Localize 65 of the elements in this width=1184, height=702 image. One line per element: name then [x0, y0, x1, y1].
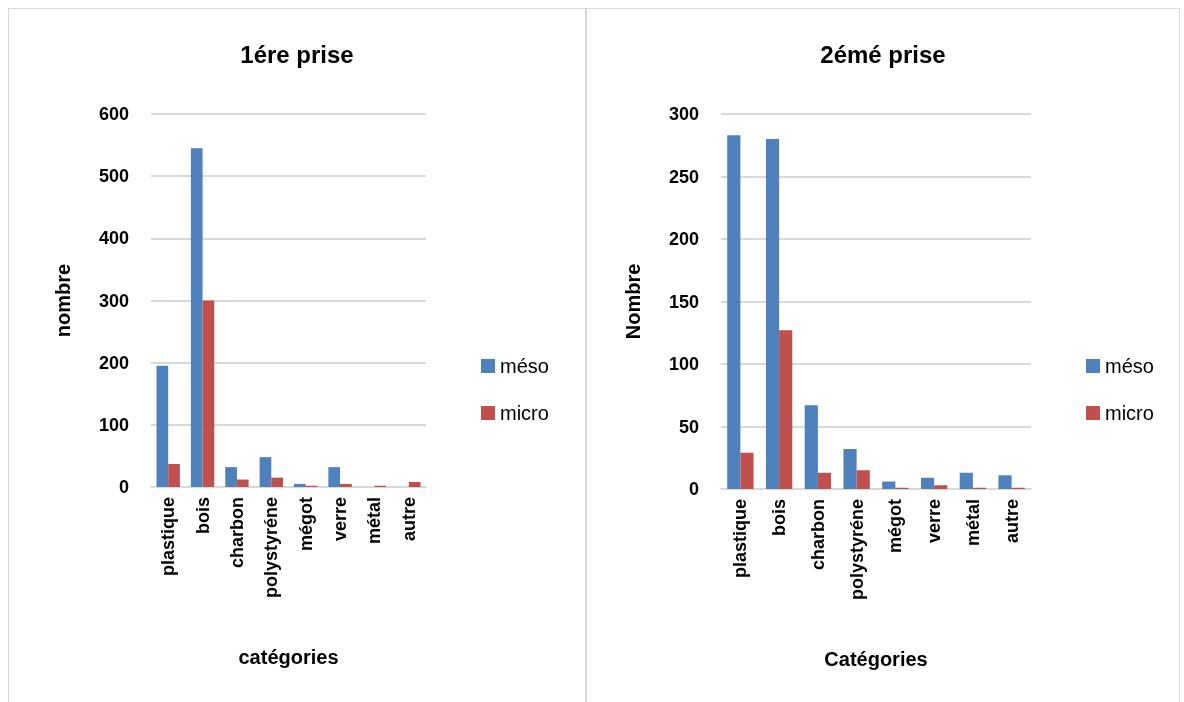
- bar: [998, 475, 1012, 489]
- bar: [156, 365, 169, 487]
- bar: [856, 470, 870, 489]
- legend-label: méso: [1105, 355, 1154, 377]
- x-tick-label: charbon: [226, 497, 247, 569]
- y-tick-label: 0: [688, 479, 699, 499]
- bar: [271, 477, 283, 487]
- x-axis-title: Catégories: [824, 648, 928, 670]
- x-tick-label: métal: [364, 497, 385, 545]
- x-tick-label: mégot: [295, 496, 316, 551]
- y-tick-label: 400: [98, 228, 129, 249]
- y-tick-label: 600: [98, 104, 129, 124]
- y-tick-label: 200: [98, 352, 129, 373]
- bar: [408, 482, 421, 487]
- bar: [727, 135, 741, 489]
- bar: [202, 300, 215, 487]
- bar: [843, 449, 857, 489]
- bar: [328, 467, 341, 487]
- bar: [959, 472, 973, 489]
- bar: [779, 330, 793, 489]
- chart-title: 1ére prise: [240, 40, 354, 68]
- legend-label: micro: [500, 402, 549, 424]
- bar: [934, 485, 948, 489]
- y-tick-label: 200: [668, 229, 699, 249]
- x-tick-label: bois: [192, 497, 213, 535]
- y-axis-title: nombre: [52, 263, 74, 338]
- bar: [817, 472, 832, 489]
- x-tick-label: verre: [924, 499, 945, 544]
- y-tick-label: 300: [98, 290, 129, 311]
- y-tick-label: 500: [98, 166, 129, 187]
- y-tick-label: 100: [668, 354, 699, 374]
- bar: [920, 477, 935, 489]
- x-tick-label: plastique: [158, 497, 179, 577]
- bar: [765, 139, 780, 489]
- y-tick-label: 300: [668, 104, 699, 124]
- x-tick-label: mégot: [885, 498, 906, 553]
- bar: [804, 405, 818, 489]
- legend-label: méso: [500, 355, 549, 377]
- bar: [882, 481, 896, 489]
- x-tick-label: autre: [398, 497, 419, 542]
- x-tick-label: charbon: [807, 499, 828, 571]
- chart-title: 2émé prise: [820, 40, 946, 68]
- x-tick-label: bois: [769, 499, 790, 537]
- bar: [168, 464, 180, 487]
- x-tick-label: plastique: [730, 499, 751, 579]
- x-tick-label: autre: [1001, 499, 1022, 544]
- y-tick-label: 100: [98, 414, 129, 435]
- y-tick-label: 50: [678, 416, 699, 437]
- y-axis-title: Nombre: [622, 263, 644, 340]
- y-tick-label: 250: [668, 166, 699, 187]
- bar: [236, 479, 249, 487]
- y-tick-label: 150: [668, 291, 699, 312]
- bar: [340, 483, 352, 487]
- bar: [225, 467, 237, 487]
- bar: [740, 452, 754, 489]
- x-tick-label: polystyréne: [846, 499, 867, 601]
- bar: [190, 148, 203, 487]
- legend-label: micro: [1105, 402, 1154, 424]
- y-tick-label: 0: [118, 477, 129, 497]
- x-axis-title: catégories: [238, 646, 339, 668]
- x-tick-label: polystyréne: [261, 497, 282, 599]
- x-tick-label: métal: [962, 499, 983, 547]
- x-tick-label: verre: [330, 497, 351, 542]
- bar: [259, 457, 272, 487]
- bar: [294, 483, 306, 487]
